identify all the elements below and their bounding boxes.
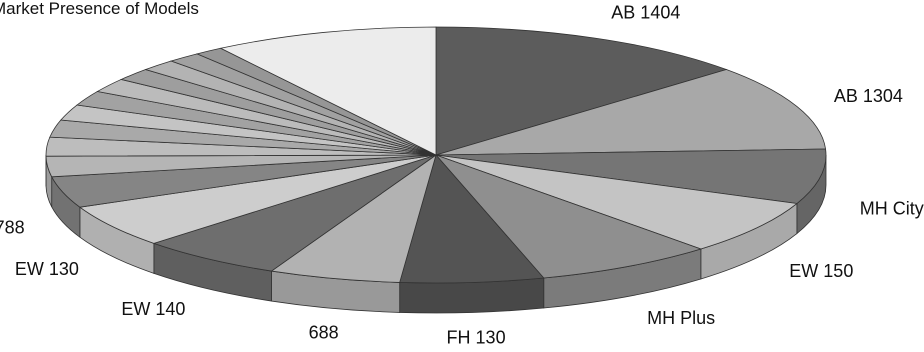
pie-label-ew-140: EW 140 bbox=[121, 299, 185, 319]
pie-label-788: 788 bbox=[0, 217, 25, 237]
pie-label-ab-1304: AB 1304 bbox=[834, 86, 903, 106]
pie-top-group bbox=[46, 27, 826, 283]
pie-label-mh-city: MH City bbox=[860, 199, 924, 219]
pie-label-mh-plus: MH Plus bbox=[647, 308, 715, 328]
chart-title: Market Presence of Models bbox=[0, 0, 199, 18]
pie-label-ew-150: EW 150 bbox=[789, 261, 853, 281]
pie-label-ab-1404: AB 1404 bbox=[611, 3, 680, 23]
pie-label-fh-130: FH 130 bbox=[447, 327, 506, 347]
pie-label-ew-130: EW 130 bbox=[15, 259, 79, 279]
pie-label-688: 688 bbox=[309, 323, 339, 343]
